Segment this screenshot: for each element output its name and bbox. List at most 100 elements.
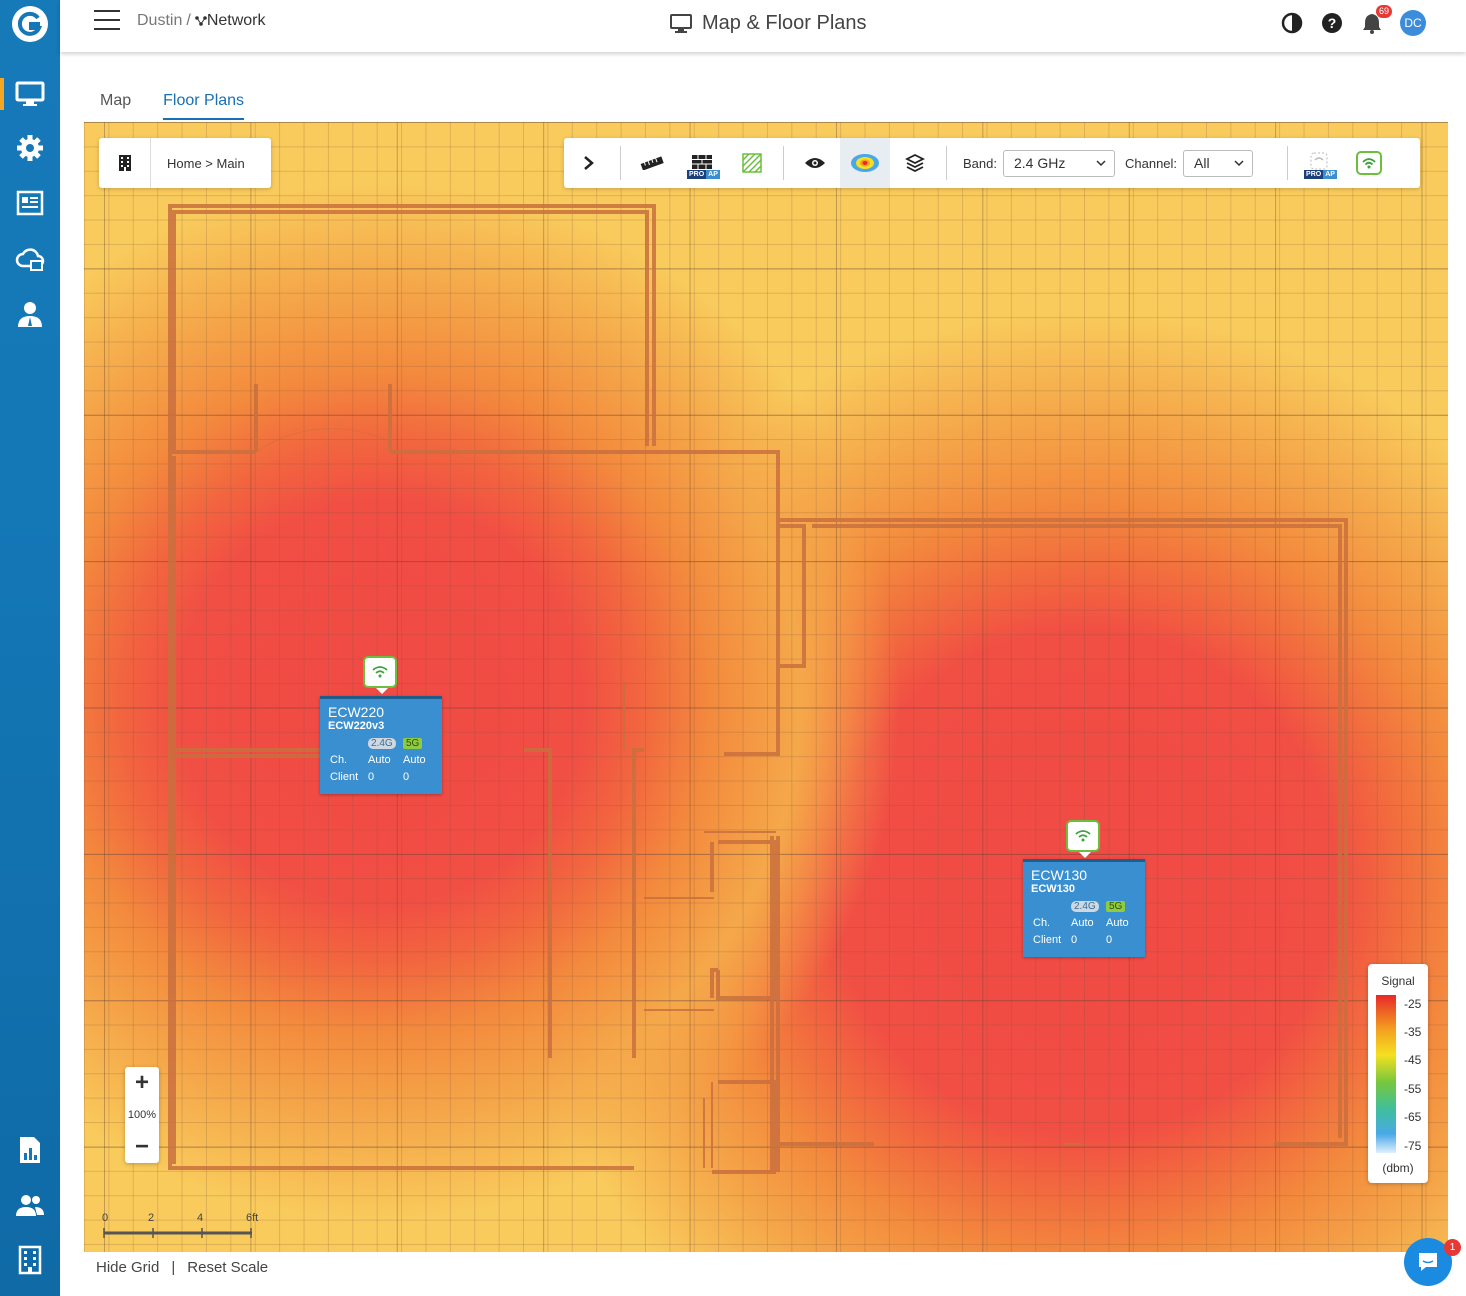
tab-floor-plans[interactable]: Floor Plans — [163, 92, 245, 120]
signal-legend: Signal -25 -35 -45 -55 -65 -75 (dbm) — [1368, 964, 1428, 1183]
legend-tick: -75 — [1404, 1139, 1422, 1153]
user-admin-icon — [18, 302, 42, 327]
scale-label: 2 — [148, 1212, 155, 1224]
band-5-badge: 5G — [403, 738, 423, 749]
heatmap-button[interactable] — [840, 138, 890, 188]
sidebar-item-settings[interactable] — [0, 126, 60, 170]
tab-map[interactable]: Map — [100, 92, 132, 109]
area-tool-button[interactable] — [727, 138, 777, 188]
add-ap-button[interactable] — [1344, 138, 1394, 188]
heatmap-icon — [851, 154, 879, 172]
floor-breadcrumb-box: Home > Main — [99, 138, 271, 188]
channel-24-value: Auto — [1071, 917, 1094, 929]
hide-grid-link[interactable]: Hide Grid — [96, 1259, 160, 1276]
reset-scale-link[interactable]: Reset Scale — [187, 1259, 269, 1276]
menu-toggle-button[interactable] — [94, 10, 120, 32]
pro-tag-label: PRO — [687, 170, 707, 179]
ap-marker-ecw130[interactable] — [1066, 820, 1100, 858]
client-24-value: 0 — [368, 771, 375, 783]
ap-model: ECW220v3 — [328, 720, 385, 732]
sidebar-item-admin[interactable] — [0, 292, 60, 336]
chevron-down-icon — [1234, 160, 1244, 166]
ap-card-ecw130[interactable]: ECW130 ECW130 2.4G 5G Ch. Auto Auto Client 0… — [1023, 859, 1145, 957]
ap-name: ECW130 — [1031, 867, 1088, 883]
scale-bar: 0 2 4 6ft — [102, 1212, 262, 1242]
client-row-label: Client — [1033, 934, 1062, 946]
help-icon: ? — [1322, 13, 1342, 33]
header-actions: ? 69 DC — [1280, 5, 1426, 36]
expand-toolbar-button[interactable] — [564, 138, 614, 188]
channel-select-value: All — [1194, 155, 1210, 171]
visibility-button[interactable] — [790, 138, 840, 188]
zoom-out-button[interactable]: − — [134, 1133, 149, 1160]
floor-plan-canvas[interactable]: Home > Main PRO AP — [84, 122, 1448, 1252]
pro-tag-label: PRO — [1304, 170, 1324, 179]
sidebar-item-reports[interactable] — [0, 181, 60, 225]
users-icon — [16, 1195, 44, 1216]
breadcrumb: Dustin / Network — [137, 12, 266, 30]
help-button[interactable]: ? — [1320, 11, 1344, 35]
band-select-value: 2.4 GHz — [1013, 155, 1066, 171]
monitor-icon — [15, 81, 45, 106]
gear-icon — [17, 135, 43, 161]
channel-row-label: Ch. — [1033, 917, 1051, 929]
pro-ap-tag: PRO AP — [1304, 170, 1337, 179]
building-icon — [18, 1245, 42, 1275]
notifications-button[interactable]: 69 — [1360, 5, 1392, 35]
client-5-value: 0 — [403, 771, 410, 783]
monitor-icon — [670, 13, 692, 33]
theme-toggle-button[interactable] — [1280, 11, 1304, 35]
breadcrumb-network-label: Network — [206, 12, 266, 29]
floor-plan-toolbar: PRO AP Band: 2.4 GHz Channel: — [564, 138, 1420, 188]
breadcrumb-network[interactable]: Network — [195, 12, 266, 30]
toolbar-divider — [620, 146, 621, 180]
sidebar-item-analytics[interactable] — [0, 1128, 60, 1172]
sidebar-item-monitor[interactable] — [0, 72, 60, 116]
toolbar-divider — [946, 146, 947, 180]
sidebar-item-buildings[interactable] — [0, 1238, 60, 1282]
user-avatar[interactable]: DC — [1400, 10, 1426, 36]
sidebar-item-cloud[interactable] — [0, 237, 60, 281]
client-5-value: 0 — [1106, 934, 1113, 946]
legend-unit: (dbm) — [1382, 1161, 1414, 1175]
ap-card-ecw220[interactable]: ECW220 ECW220v3 2.4G 5G Ch. Auto Auto Clien… — [320, 696, 442, 794]
add-pro-ap-button[interactable]: PRO AP — [1294, 138, 1344, 188]
band-label: Band: — [963, 155, 997, 171]
app-logo[interactable] — [8, 4, 52, 44]
scale-label: 6ft — [246, 1212, 259, 1224]
legend-color-bar — [1376, 995, 1396, 1153]
scale-label: 4 — [197, 1212, 204, 1224]
sidebar-item-users[interactable] — [0, 1183, 60, 1227]
wifi-ap-icon — [1356, 151, 1383, 175]
map-footer-links: Hide Grid | Reset Scale — [96, 1259, 268, 1276]
zoom-level: 100% — [127, 1109, 157, 1121]
ap-model: ECW130 — [1031, 883, 1076, 895]
network-icon — [195, 16, 207, 26]
layers-button[interactable] — [890, 138, 940, 188]
channel-select[interactable]: All — [1183, 149, 1254, 177]
floor-plan-walls — [168, 204, 1348, 1174]
channel-5-value: Auto — [1106, 917, 1129, 929]
ap-marker-ecw220[interactable] — [363, 656, 397, 694]
toolbar-divider — [1287, 146, 1289, 180]
logo-icon — [12, 6, 48, 42]
band-select[interactable]: 2.4 GHz — [1002, 149, 1115, 177]
floor-path[interactable]: Home > Main — [167, 155, 245, 171]
wall-tool-button[interactable]: PRO AP — [677, 138, 727, 188]
zoom-in-button[interactable]: + — [134, 1069, 149, 1096]
building-selector-button[interactable] — [99, 138, 151, 188]
ap-name: ECW220 — [328, 704, 385, 720]
zoom-control: + 100% − — [125, 1067, 159, 1163]
scale-ruler — [103, 1228, 252, 1238]
client-row-label: Client — [330, 771, 359, 783]
chat-unread-badge: 1 — [1444, 1239, 1461, 1256]
chevron-down-icon — [1096, 160, 1106, 166]
channel-24-value: Auto — [368, 754, 391, 766]
measure-button[interactable] — [627, 138, 677, 188]
legend-tick: -25 — [1404, 997, 1422, 1011]
svg-text:?: ? — [1328, 15, 1337, 31]
page-title-text: Map & Floor Plans — [702, 12, 867, 34]
breadcrumb-org[interactable]: Dustin — [137, 12, 183, 29]
view-tabs: Map Floor Plans — [100, 92, 245, 120]
channel-label: Channel: — [1124, 155, 1178, 171]
